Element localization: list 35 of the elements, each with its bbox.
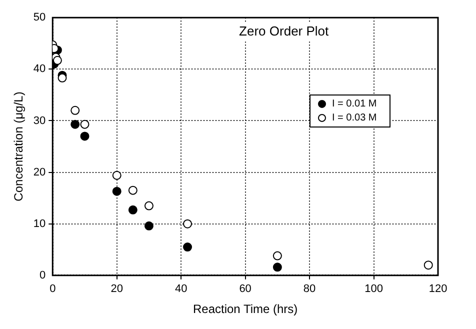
y-tick-label: 30 xyxy=(33,114,46,127)
x-tick-label: 0 xyxy=(50,283,56,296)
y-tick-label: 20 xyxy=(33,166,46,178)
y-tick-label: 50 xyxy=(33,12,46,24)
point xyxy=(144,201,154,210)
x-tick-label: 80 xyxy=(303,283,316,296)
point xyxy=(52,56,62,65)
point xyxy=(183,242,192,252)
point xyxy=(70,120,80,129)
point xyxy=(58,73,67,82)
y-tick-label: 0 xyxy=(40,269,46,282)
x-tick-label: 40 xyxy=(174,283,188,296)
point xyxy=(424,260,433,270)
point xyxy=(128,186,138,195)
legend-label: I = 0.03 M xyxy=(332,112,377,124)
x-tick-label: 120 xyxy=(428,283,448,296)
point xyxy=(112,170,122,180)
x-tick-label: 100 xyxy=(364,283,383,296)
y-tick-label: 10 xyxy=(33,218,46,230)
x-tick-label: 20 xyxy=(110,283,123,296)
point xyxy=(112,186,122,196)
y-axis-title: Concentration (μg/L) xyxy=(12,92,26,202)
x-tick-label: 60 xyxy=(239,283,252,296)
x-axis-title: Reaction Time (hrs) xyxy=(192,302,298,316)
point xyxy=(183,219,192,228)
legend-label: I = 0.01 M xyxy=(332,98,377,110)
y-tick-label: 40 xyxy=(33,63,46,76)
text: Zero Order Plot xyxy=(239,24,330,39)
point xyxy=(80,120,90,129)
point xyxy=(272,262,282,272)
point xyxy=(272,251,282,260)
point xyxy=(80,132,90,141)
point xyxy=(128,205,138,214)
point xyxy=(70,106,80,115)
point xyxy=(144,221,154,230)
